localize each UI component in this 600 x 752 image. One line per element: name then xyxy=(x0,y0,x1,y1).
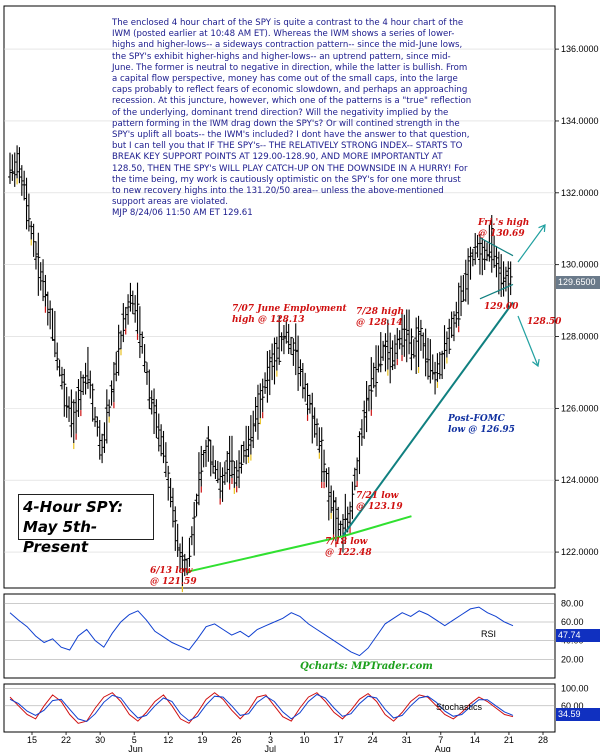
annotation-july18-low: 7/18 low @ 122.48 xyxy=(325,537,372,559)
rsi-tick-label: 60.00 xyxy=(561,617,584,627)
x-tick-label: 30 xyxy=(95,735,105,745)
x-tick-label: 24 xyxy=(368,735,378,745)
annotation-fri-high: Fri.'s high @ 130.69 xyxy=(478,218,529,240)
x-tick-label: 10 xyxy=(300,735,310,745)
x-tick-label: 7 xyxy=(438,735,443,745)
annotation-employment-line2: high @ 128.13 xyxy=(232,315,305,325)
rsi-panel-frame xyxy=(3,593,556,679)
price-tick-label: 124.0000 xyxy=(561,475,599,485)
annotation-july18-line2: @ 122.48 xyxy=(325,548,372,558)
annotation-july18-line1: 7/18 low xyxy=(325,537,368,547)
price-tick-label: 130.0000 xyxy=(561,260,599,270)
stochastics-last-value-tag: 34.59 xyxy=(556,708,600,721)
green-support-extension xyxy=(342,515,412,538)
green-support-trendline xyxy=(186,535,344,573)
annotation-fri-line2: @ 130.69 xyxy=(478,229,525,239)
annotation-july21-line2: @ 123.19 xyxy=(356,502,403,512)
annotation-june13-line2: @ 121.59 xyxy=(150,577,197,587)
x-tick-label: 5 xyxy=(132,735,137,745)
last-price-tag: 129.6500 xyxy=(556,276,600,289)
annotation-june13-line1: 6/13 low xyxy=(150,566,193,576)
x-tick-label: 14 xyxy=(470,735,480,745)
annotation-fomc-line2: low @ 126.95 xyxy=(448,425,515,435)
chart-title-line2: May 5th-Present xyxy=(23,518,98,556)
price-tick-label: 126.0000 xyxy=(561,403,599,413)
x-tick-label: 22 xyxy=(61,735,71,745)
x-tick-label: 19 xyxy=(197,735,207,745)
down-projection-arrow-head xyxy=(532,358,540,368)
watermark-mptrader: Qcharts: MPTrader.com xyxy=(300,661,433,672)
price-tick-label: 134.0000 xyxy=(561,116,599,126)
up-projection-arrow xyxy=(517,224,546,263)
x-tick-label: 3 xyxy=(268,735,273,745)
x-month-label: Jun xyxy=(128,744,143,752)
annotation-july21-line1: 7/21 low xyxy=(356,491,399,501)
rsi-tick-label: 80.00 xyxy=(561,598,584,608)
chart-title-line1: 4-Hour SPY: xyxy=(23,498,124,516)
annotation-fri-line1: Fri.'s high xyxy=(478,218,530,228)
annotation-july21-low: 7/21 low @ 123.19 xyxy=(356,491,403,513)
commentary-signature: MJP 8/24/06 11:50 AM ET 129.61 xyxy=(112,208,253,219)
annotation-support-129: 129.00 xyxy=(484,302,519,312)
annotation-june-employment: 7/07 June Employment high @ 128.13 xyxy=(232,304,347,326)
stochastics-slow-line xyxy=(9,693,514,723)
x-tick-label: 31 xyxy=(402,735,412,745)
rsi-label: RSI xyxy=(481,629,497,639)
price-tick-label: 122.0000 xyxy=(561,547,599,557)
price-panel-frame xyxy=(3,5,556,589)
stochastics-label: Stochastics xyxy=(436,702,483,712)
x-tick-label: 15 xyxy=(27,735,37,745)
down-projection-arrow xyxy=(517,315,539,367)
x-tick-label: 17 xyxy=(334,735,344,745)
stochastics-panel-frame xyxy=(3,683,556,733)
rsi-line xyxy=(9,606,514,657)
annotation-support-128-50: 128.50 xyxy=(527,317,562,327)
annotation-july28-high: 7/28 high @ 128.14 xyxy=(356,307,404,329)
x-tick-label: 12 xyxy=(163,735,173,745)
stochastics-tick-label: 100.00 xyxy=(561,683,589,693)
price-tick-label: 132.0000 xyxy=(561,188,599,198)
price-tick-label: 136.0000 xyxy=(561,44,599,54)
price-tick-label: 128.0000 xyxy=(561,332,599,342)
x-month-label: Aug xyxy=(435,744,451,752)
commentary-body: The enclosed 4 hour chart of the SPY is … xyxy=(112,18,472,208)
annotation-july28-line2: @ 128.14 xyxy=(356,318,403,328)
annotation-june13-low: 6/13 low @ 121.59 xyxy=(150,566,197,588)
commentary-text: The enclosed 4 hour chart of the SPY is … xyxy=(112,18,472,220)
x-month-label: Jul xyxy=(264,744,276,752)
teal-upper-channel xyxy=(479,237,514,257)
rsi-tick-label: 20.00 xyxy=(561,654,584,664)
x-tick-label: 26 xyxy=(231,735,241,745)
rsi-last-value-tag: 47.74 xyxy=(556,629,600,642)
chart-title-box: 4-Hour SPY: May 5th-Present xyxy=(18,494,154,556)
teal-lower-channel xyxy=(479,283,514,300)
annotation-employment-line1: 7/07 June Employment xyxy=(232,304,347,314)
teal-uptrend-line xyxy=(342,301,514,537)
stochastics-tick-label: 60.00 xyxy=(561,701,584,711)
up-projection-arrow-head xyxy=(538,224,546,233)
x-tick-label: 21 xyxy=(504,735,514,745)
annotation-post-fomc-low: Post-FOMC low @ 126.95 xyxy=(448,414,515,436)
x-tick-label: 28 xyxy=(538,735,548,745)
annotation-july28-line1: 7/28 high xyxy=(356,307,405,317)
stochastics-fast-line xyxy=(9,692,514,724)
annotation-fomc-line1: Post-FOMC xyxy=(448,414,505,424)
